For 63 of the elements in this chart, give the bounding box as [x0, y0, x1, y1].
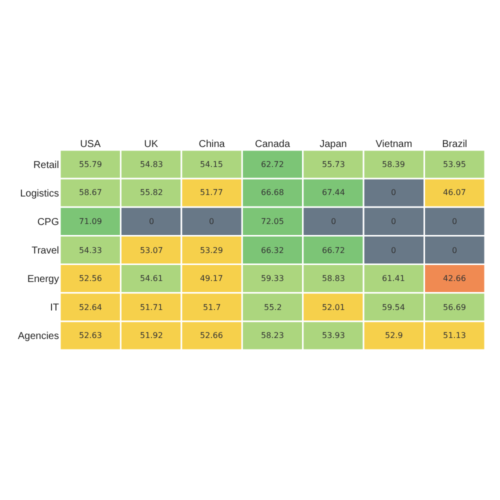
data-label: 54.83	[140, 160, 163, 169]
data-label: 52.66	[200, 331, 223, 340]
data-label: 0	[452, 246, 458, 255]
data-label: 62.72	[261, 160, 284, 169]
x-tick-label: UK	[144, 139, 158, 150]
data-label: 0	[149, 217, 154, 226]
data-label: 53.07	[140, 246, 163, 255]
data-label: 52.01	[322, 303, 345, 312]
data-label: 55.2	[264, 303, 282, 312]
data-label: 67.44	[322, 188, 345, 197]
data-label: 56.69	[443, 303, 466, 312]
data-label: 54.61	[140, 274, 163, 283]
data-label: 51.92	[140, 331, 163, 340]
x-tick-label: Vietnam	[376, 139, 412, 150]
data-label: 72.05	[261, 217, 284, 226]
data-label: 54.33	[79, 246, 102, 255]
data-label: 0	[391, 217, 396, 226]
data-label: 51.13	[443, 331, 466, 340]
x-tick-label: Canada	[254, 139, 290, 150]
data-label: 46.07	[443, 188, 466, 197]
data-label: 66.68	[261, 188, 284, 197]
x-tick-label: Japan	[320, 139, 347, 150]
data-label: 49.17	[200, 274, 223, 283]
data-label: 55.73	[322, 160, 345, 169]
data-label: 52.9	[385, 331, 403, 340]
y-tick-label: Retail	[33, 160, 59, 171]
data-label: 52.63	[79, 331, 102, 340]
x-tick-label: China	[198, 139, 226, 150]
data-label: 52.64	[79, 303, 102, 312]
data-label: 0	[452, 217, 458, 226]
data-label: 58.23	[261, 331, 284, 340]
data-label: 55.79	[79, 160, 102, 169]
data-label: 42.66	[443, 274, 466, 283]
data-label: 0	[391, 246, 396, 255]
data-label: 58.83	[322, 274, 345, 283]
data-label: 53.93	[322, 331, 345, 340]
y-tick-label: IT	[50, 302, 59, 314]
data-label: 52.56	[79, 274, 102, 283]
data-label: 54.15	[200, 160, 223, 169]
x-tick-label: USA	[80, 139, 101, 150]
data-label: 66.72	[322, 246, 345, 255]
data-label: 0	[209, 217, 214, 226]
data-label: 61.41	[382, 274, 405, 283]
y-tick-label: Travel	[32, 246, 59, 256]
data-label: 53.29	[200, 246, 223, 255]
x-tick-label: Brazil	[442, 139, 468, 150]
data-label: 53.95	[443, 160, 466, 169]
y-tick-label: CPG	[37, 216, 60, 228]
data-label: 55.82	[140, 188, 163, 197]
data-label: 51.7	[203, 303, 221, 312]
y-tick-label: Logistics	[20, 188, 59, 200]
data-label: 59.54	[382, 303, 405, 312]
data-label: 71.09	[79, 217, 102, 226]
data-label: 51.77	[200, 188, 223, 197]
data-label: 51.71	[140, 303, 163, 312]
data-label: 0	[331, 217, 336, 226]
data-label: 58.39	[382, 160, 405, 169]
data-label: 58.67	[79, 188, 102, 197]
y-tick-label: Energy	[27, 274, 59, 286]
data-label: 0	[391, 188, 396, 197]
y-tick-label: Agencies	[18, 331, 59, 342]
data-label: 66.32	[261, 246, 284, 255]
data-label: 59.33	[261, 274, 284, 283]
